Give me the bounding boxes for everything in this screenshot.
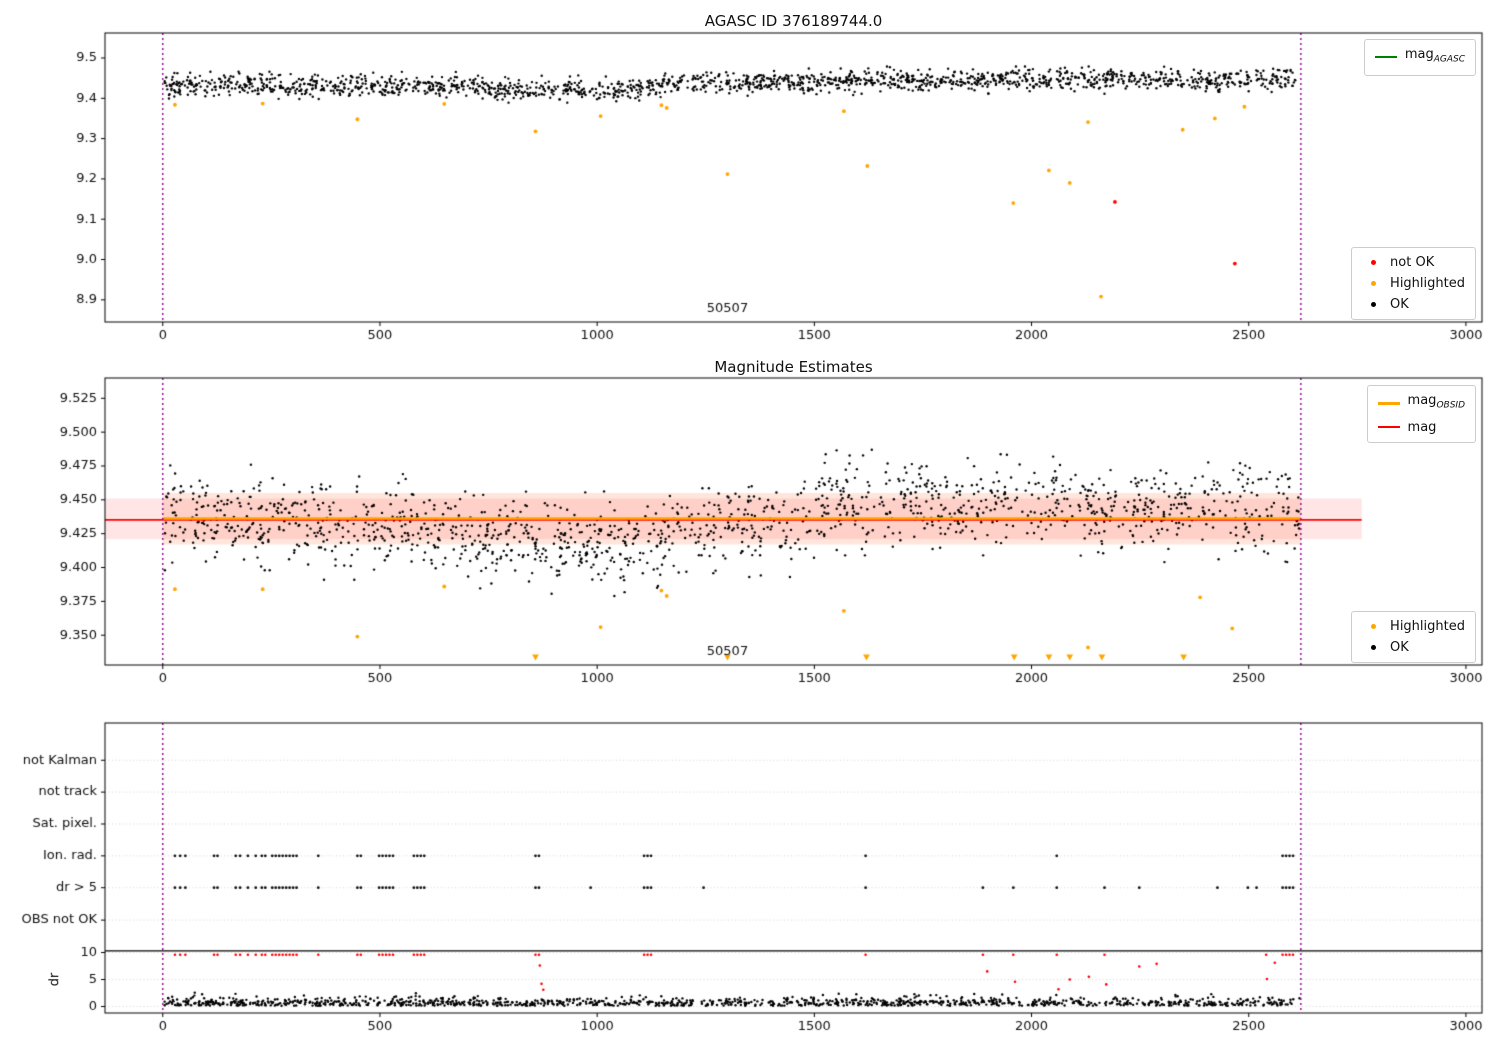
legend-label: OK (1390, 640, 1409, 655)
legend-label: OK (1390, 297, 1409, 312)
legend-label: Highlighted (1390, 619, 1465, 634)
legend-entry-highlighted: Highlighted (1362, 616, 1465, 637)
legend-entry-not-ok: not OK (1362, 252, 1465, 273)
not-ok-dot-icon (1371, 260, 1377, 265)
legend-entry-mag-obsid: magOBSID (1377, 390, 1465, 417)
ok-dot-icon (1371, 645, 1377, 650)
highlighted-dot-icon (1371, 624, 1377, 629)
legend-label: magAGASC (1404, 47, 1465, 65)
legend-entry-ok: OK (1362, 637, 1465, 658)
ok-dot-icon (1371, 302, 1377, 307)
mag-obsid-line-icon (1377, 401, 1400, 405)
mag-agasc-line-icon (1374, 56, 1397, 59)
plot1-title: AGASC ID 376189744.0 (704, 12, 883, 30)
legend-label: not OK (1390, 255, 1435, 270)
legend-entry-highlighted: Highlighted (1362, 273, 1465, 294)
agasc-mag-plot-canvas (0, 0, 1500, 350)
magnitude-estimates-plot-canvas (0, 350, 1500, 700)
legend-entry-mag-agasc: magAGASC (1374, 44, 1465, 71)
legend-entry-mag: mag (1377, 417, 1465, 438)
dr-axis-label: dr (47, 972, 63, 987)
mag-line-icon (1377, 426, 1400, 429)
legend-plot2-top: magOBSID mag (1366, 385, 1476, 443)
legend-label: mag (1407, 419, 1437, 435)
flags-dr-plot-canvas (0, 700, 1500, 1050)
legend-entry-ok: OK (1362, 294, 1465, 315)
highlighted-dot-icon (1371, 281, 1377, 286)
legend-label: Highlighted (1390, 276, 1465, 291)
legend-plot1-bottom: not OK Highlighted OK (1351, 247, 1476, 320)
legend-plot1-top: magAGASC (1363, 39, 1476, 76)
legend-plot2-bottom: Highlighted OK (1351, 611, 1476, 663)
legend-label: magOBSID (1407, 393, 1465, 411)
plot2-title: Magnitude Estimates (714, 358, 873, 376)
